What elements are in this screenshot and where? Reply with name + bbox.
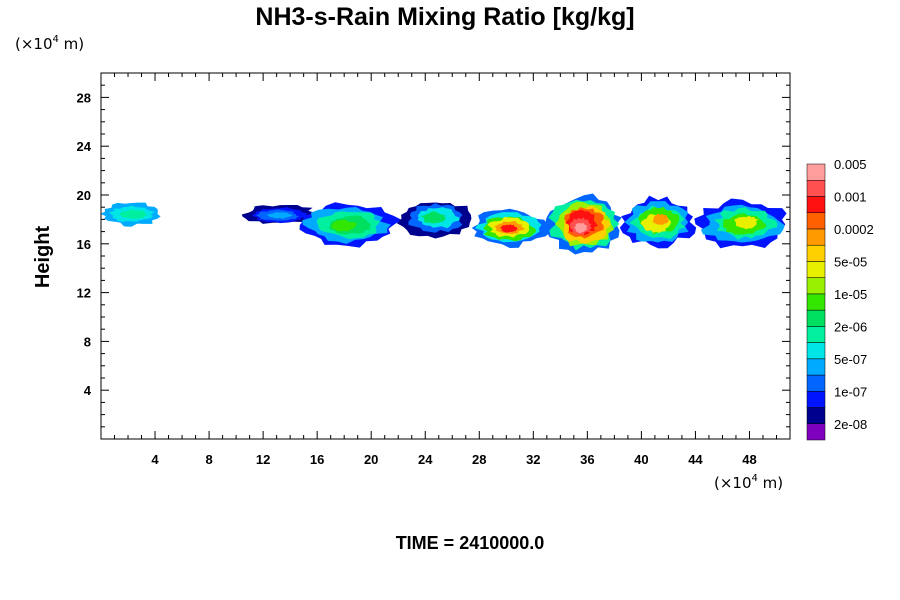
colorbar-swatch: [806, 407, 826, 425]
y-axis-ticks: 4 8 12 16 20 24 28: [77, 84, 790, 428]
colorbar-swatch: [806, 244, 826, 262]
x-tick-label: 12: [256, 452, 270, 467]
colorbar-swatch: [806, 293, 826, 311]
time-label: TIME = 2410000.0: [396, 533, 545, 553]
colorbar: 2e-08 1e-07 5e-07 2e-06 1e-05 5e-05 0.0002 0.00…: [806, 157, 874, 441]
x-tick-label: 36: [580, 452, 594, 467]
x-axis-unit: (×104 m): [714, 473, 783, 492]
field-contour-4-5: [499, 224, 518, 233]
x-tick-label: 48: [742, 452, 756, 467]
colorbar-label: 5e-05: [834, 254, 867, 269]
y-tick-label: 8: [84, 334, 91, 349]
colorbar-swatch: [806, 196, 826, 213]
colorbar-label: 1e-05: [834, 287, 867, 302]
colorbar-swatch: [806, 212, 826, 230]
colorbar-swatch: [806, 179, 826, 197]
colorbar-swatch: [806, 326, 826, 343]
x-tick-label: 28: [472, 452, 486, 467]
colorbar-swatch: [806, 423, 826, 441]
field-contour-5-7: [574, 222, 588, 234]
mixing-ratio-field: [101, 193, 787, 255]
x-tick-label: 44: [688, 452, 703, 467]
y-tick-label: 12: [77, 286, 91, 301]
x-tick-label: 32: [526, 452, 540, 467]
x-tick-label: 40: [634, 452, 648, 467]
y-tick-label: 16: [77, 237, 91, 252]
colorbar-swatch: [806, 374, 826, 392]
x-tick-label: 4: [151, 452, 159, 467]
colorbar-label: 0.001: [834, 189, 867, 204]
chart-title: NH3-s-Rain Mixing Ratio [kg/kg]: [255, 3, 634, 31]
colorbar-swatch: [806, 277, 826, 295]
field-contour-2-4: [330, 219, 357, 232]
y-tick-label: 4: [84, 383, 92, 398]
x-tick-label: 16: [310, 452, 324, 467]
plot-frame: [100, 72, 791, 440]
y-tick-label: 24: [77, 139, 92, 154]
colorbar-label: 0.0002: [834, 222, 874, 237]
colorbar-swatch: [806, 391, 826, 408]
colorbar-label: 1e-07: [834, 384, 867, 399]
field-contour-0-2: [120, 209, 148, 219]
y-axis-unit: (×104 m): [15, 34, 84, 53]
colorbar-label: 2e-08: [834, 417, 867, 432]
field-contour-3-3: [420, 211, 446, 224]
x-tick-label: 8: [205, 452, 212, 467]
x-axis-ticks: 4 8 12 16 20 24 28 32 36 40 44 48: [114, 73, 777, 467]
colorbar-label: 5e-07: [834, 352, 867, 367]
y-axis-title: Height: [32, 226, 54, 289]
colorbar-swatch: [806, 342, 826, 360]
colorbar-swatch: [806, 358, 826, 376]
field-contour-1-3: [266, 212, 293, 219]
x-tick-label: 24: [418, 452, 433, 467]
field-contour-6-5: [652, 213, 670, 225]
colorbar-swatch: [806, 163, 826, 181]
colorbar-swatch: [806, 309, 826, 327]
y-tick-label: 20: [77, 188, 91, 203]
colorbar-swatch: [806, 261, 826, 278]
y-tick-label: 28: [77, 90, 91, 105]
x-tick-label: 20: [364, 452, 378, 467]
colorbar-label: 2e-06: [834, 319, 867, 334]
field-contour-7-4: [734, 215, 759, 230]
colorbar-label: 0.005: [834, 157, 867, 172]
colorbar-swatch: [806, 228, 826, 246]
